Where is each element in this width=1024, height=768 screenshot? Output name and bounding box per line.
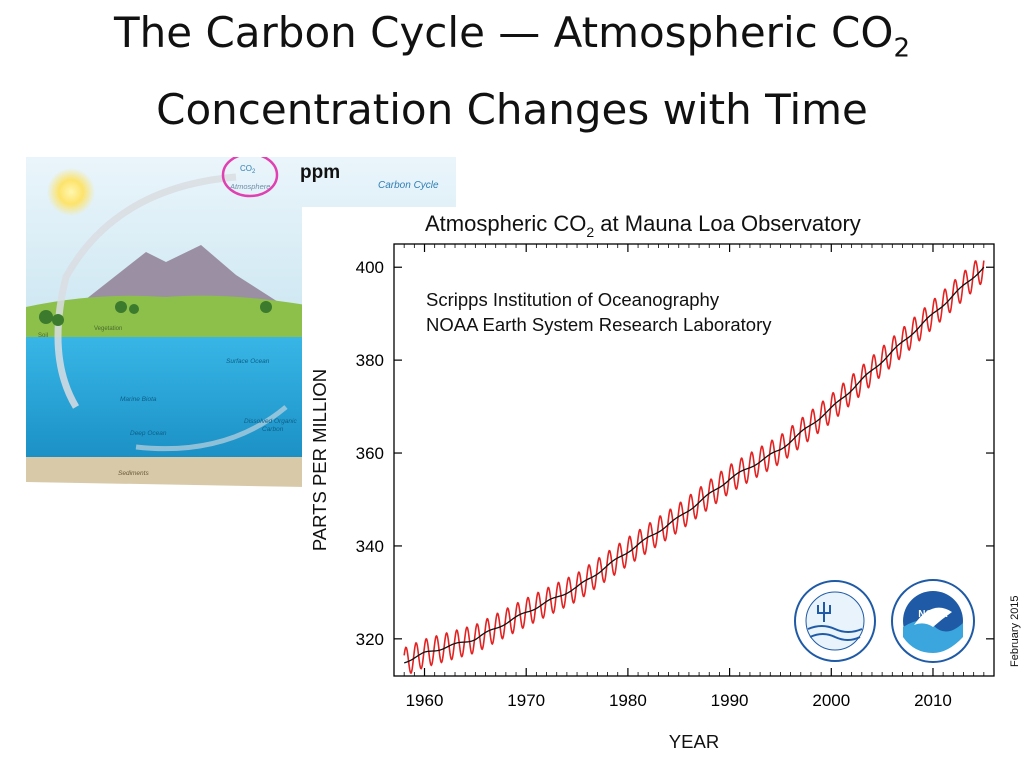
noaa-logo: NOAA	[891, 579, 975, 663]
chart-title: Atmospheric CO2 at Mauna Loa Observatory	[425, 211, 861, 240]
vegetation-label: Vegetation	[94, 326, 122, 332]
chart-background	[302, 207, 1024, 768]
land	[26, 295, 306, 347]
slide-title: The Carbon Cycle — Atmospheric CO2 Conce…	[0, 2, 1024, 141]
atmosphere-label: Atmosphere	[229, 182, 270, 191]
marine-biota-label: Marine Biota	[120, 396, 157, 403]
x-axis-label: YEAR	[669, 731, 719, 752]
x-tick-label: 2010	[914, 691, 952, 710]
title-line-2: Concentration Changes with Time	[156, 85, 868, 135]
y-tick-label: 340	[356, 537, 384, 556]
y-tick-label: 380	[356, 351, 384, 370]
dissolved-organic-label: Dissolved Organic	[244, 418, 297, 425]
mountain	[76, 245, 286, 307]
title-line-1: The Carbon Cycle — Atmospheric CO2	[0, 2, 1024, 79]
y-axis: 320 340 360 380 400	[356, 258, 994, 649]
svg-text:NOAA: NOAA	[918, 609, 947, 620]
ppm-label: ppm	[300, 162, 341, 183]
co2-circle	[221, 157, 279, 198]
annotation-line-2: NOAA Earth System Research Laboratory	[426, 314, 772, 335]
soil-label: Soil	[38, 333, 48, 339]
sediments-layer	[26, 457, 306, 487]
x-tick-label: 1970	[507, 691, 545, 710]
carbon-label: Carbon	[262, 426, 284, 433]
co2-chart: Atmospheric CO2 at Mauna Loa Observatory…	[302, 207, 1024, 768]
diagram-heading: Carbon Cycle	[378, 180, 439, 191]
date-note: February 2015	[1009, 595, 1021, 667]
monthly-co2-line	[403, 260, 985, 675]
title-subscript: 2	[893, 33, 910, 64]
title-text: The Carbon Cycle — Atmospheric CO	[114, 8, 894, 57]
y-tick-label: 360	[356, 444, 384, 463]
x-tick-label: 2000	[812, 691, 850, 710]
co2-label: CO2	[240, 164, 256, 175]
trees	[39, 301, 272, 326]
y-axis-label: PARTS PER MILLION	[309, 369, 330, 551]
x-tick-label: 1960	[406, 691, 444, 710]
sediments-label: Sediments	[118, 470, 149, 477]
surface-ocean-label: Surface Ocean	[226, 358, 270, 365]
x-axis: 1960 1970 1980 1990 2000 2010	[393, 244, 995, 710]
cycle-arrow-2	[135, 405, 288, 452]
trend-co2-line	[404, 266, 985, 664]
x-tick-label: 1990	[711, 691, 749, 710]
y-tick-label: 320	[356, 630, 384, 649]
scripps-logo	[794, 580, 876, 662]
annotation-line-1: Scripps Institution of Oceanography	[426, 289, 720, 310]
deep-ocean-label: Deep Ocean	[130, 430, 167, 437]
sun-icon	[47, 168, 95, 216]
y-tick-label: 400	[356, 258, 384, 277]
plot-frame	[393, 243, 995, 677]
cycle-arrow	[54, 173, 237, 409]
carbon-cycle-diagram: CO2 Atmosphere Carbon Cycle Vegetation S…	[26, 157, 456, 487]
x-tick-label: 1980	[609, 691, 647, 710]
